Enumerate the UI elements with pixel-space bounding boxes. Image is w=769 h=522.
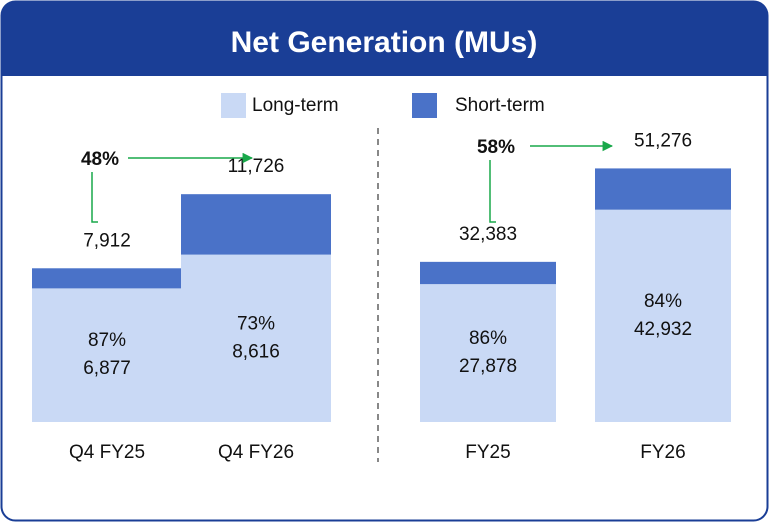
bar-segment (595, 209, 731, 422)
bar-segment (420, 261, 556, 285)
legend-label: Short-term (455, 95, 545, 116)
share-label: 73% (237, 313, 275, 334)
value-label: 6,877 (83, 358, 131, 379)
header (1, 1, 768, 76)
growth-label: 58% (477, 137, 515, 158)
value-label: 27,878 (459, 356, 517, 377)
legend-swatch (412, 93, 437, 118)
value-label: 8,616 (232, 341, 280, 362)
total-label: 51,276 (634, 130, 692, 151)
bar-segment (181, 254, 331, 422)
share-label: 84% (644, 291, 682, 312)
share-label: 87% (88, 330, 126, 351)
chart-title: Net Generation (MUs) (231, 26, 538, 59)
bar-segment (32, 288, 182, 422)
growth-label: 48% (81, 149, 119, 170)
bar-segment (420, 284, 556, 422)
x-tick-label: Q4 FY25 (69, 442, 145, 463)
x-tick-label: FY26 (640, 442, 685, 463)
x-tick-label: FY25 (465, 442, 510, 463)
share-label: 86% (469, 328, 507, 349)
bar-segment (595, 168, 731, 210)
value-label: 42,932 (634, 319, 692, 340)
x-tick-label: Q4 FY26 (218, 442, 294, 463)
bar-segment (181, 194, 331, 255)
growth-connector (91, 172, 98, 223)
growth-connector (489, 160, 496, 223)
bar-segment (32, 268, 182, 289)
legend-label: Long-term (252, 95, 339, 116)
total-label: 11,726 (228, 156, 285, 177)
legend-swatch (221, 93, 246, 118)
total-label: 32,383 (459, 224, 517, 245)
total-label: 7,912 (83, 230, 131, 251)
